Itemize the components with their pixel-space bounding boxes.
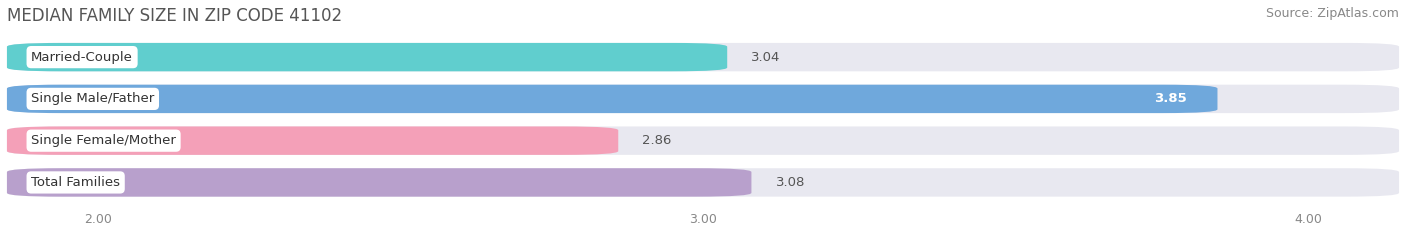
FancyBboxPatch shape bbox=[7, 168, 751, 197]
FancyBboxPatch shape bbox=[7, 43, 1399, 71]
Text: Source: ZipAtlas.com: Source: ZipAtlas.com bbox=[1265, 7, 1399, 20]
FancyBboxPatch shape bbox=[7, 127, 1399, 155]
Text: 3.08: 3.08 bbox=[776, 176, 806, 189]
Text: 3.04: 3.04 bbox=[751, 51, 780, 64]
Text: Total Families: Total Families bbox=[31, 176, 120, 189]
Text: Single Female/Mother: Single Female/Mother bbox=[31, 134, 176, 147]
Text: 3.85: 3.85 bbox=[1154, 93, 1187, 105]
FancyBboxPatch shape bbox=[7, 85, 1218, 113]
FancyBboxPatch shape bbox=[7, 127, 619, 155]
FancyBboxPatch shape bbox=[7, 168, 1399, 197]
Text: MEDIAN FAMILY SIZE IN ZIP CODE 41102: MEDIAN FAMILY SIZE IN ZIP CODE 41102 bbox=[7, 7, 342, 25]
Text: Single Male/Father: Single Male/Father bbox=[31, 93, 155, 105]
FancyBboxPatch shape bbox=[7, 85, 1399, 113]
Text: 2.86: 2.86 bbox=[643, 134, 672, 147]
FancyBboxPatch shape bbox=[7, 43, 727, 71]
Text: Married-Couple: Married-Couple bbox=[31, 51, 134, 64]
